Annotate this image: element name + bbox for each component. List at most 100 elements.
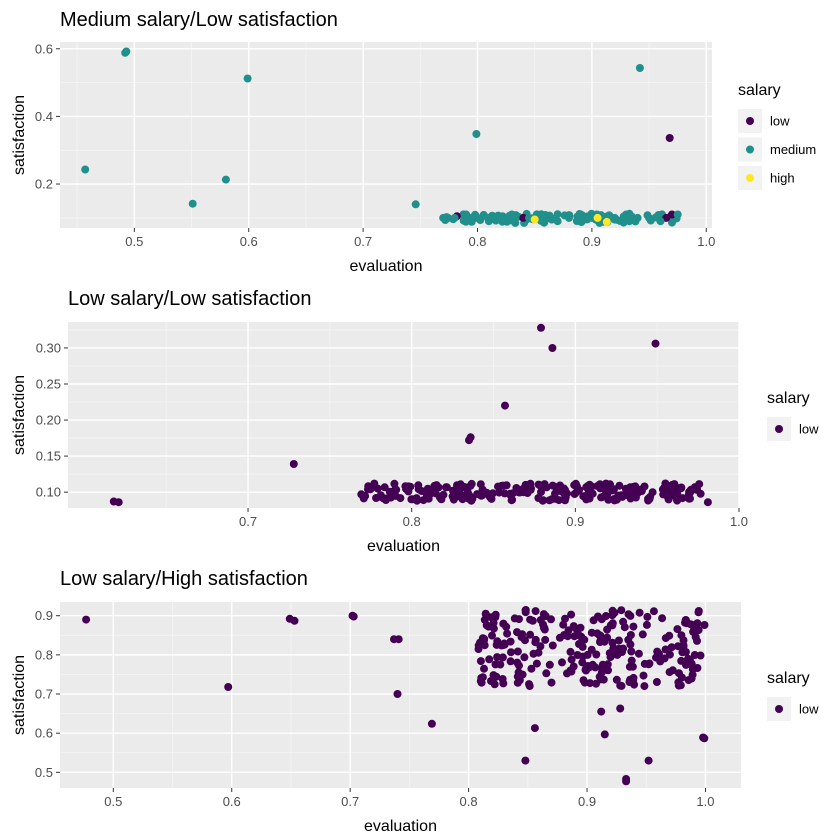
data-point (503, 629, 512, 638)
legend: salary low medium high (738, 82, 816, 190)
data-point (526, 479, 535, 488)
data-point (626, 216, 635, 224)
data-point-medium (633, 213, 642, 222)
data-point (541, 635, 550, 644)
data-point-low (530, 724, 539, 733)
data-point (653, 647, 662, 656)
data-point-low (82, 615, 91, 624)
data-point (458, 495, 467, 504)
data-point (649, 607, 658, 616)
data-point (645, 659, 654, 668)
data-point-medium (450, 213, 459, 222)
chart-title: Low salary/High satisfaction (60, 568, 308, 590)
data-point (487, 677, 495, 685)
data-point (527, 664, 536, 673)
data-point (496, 660, 505, 669)
data-point-low (394, 635, 403, 644)
y-tick-label: 0.6 (35, 726, 53, 741)
x-axis-title: evaluation (350, 258, 423, 275)
data-point-low (668, 210, 676, 219)
data-point (492, 640, 501, 649)
legend-swatch (746, 145, 754, 154)
legend-swatch (746, 117, 754, 125)
y-tick-label: 0.20 (36, 413, 61, 428)
data-point-low (290, 616, 299, 625)
data-point (667, 643, 676, 652)
data-point (627, 491, 636, 500)
data-point (563, 632, 572, 641)
data-point (513, 672, 522, 681)
data-point-medium (622, 210, 631, 219)
data-point (606, 653, 615, 662)
data-point-low (651, 339, 660, 348)
data-point (672, 492, 681, 501)
data-point (658, 614, 667, 623)
data-point (596, 675, 605, 684)
data-point (591, 663, 600, 672)
x-axis-title: evaluation (367, 538, 440, 555)
data-point (582, 483, 591, 492)
data-point (502, 481, 511, 490)
data-point (534, 494, 543, 502)
data-point-medium (553, 217, 562, 226)
data-point (382, 494, 391, 503)
data-point-medium (243, 74, 252, 83)
data-point (637, 487, 646, 496)
data-point (624, 610, 633, 619)
data-point (629, 673, 638, 682)
data-point (507, 648, 515, 657)
data-point (540, 480, 549, 489)
data-point (548, 641, 557, 650)
y-tick-label: 0.30 (36, 340, 61, 355)
data-point (661, 645, 670, 654)
y-tick-label: 0.5 (35, 765, 53, 780)
legend-swatch (746, 174, 754, 182)
y-tick-label: 0.6 (35, 41, 53, 56)
x-tick-label: 0.5 (125, 234, 143, 249)
data-point (573, 651, 582, 659)
data-point (569, 622, 578, 631)
data-point (582, 492, 591, 500)
x-tick-label: 0.5 (104, 794, 122, 809)
data-point (575, 640, 583, 648)
data-point (677, 483, 686, 492)
data-point (534, 648, 543, 657)
data-point (612, 495, 621, 504)
data-point (510, 614, 519, 623)
data-point-medium (411, 200, 420, 209)
x-tick-label: 0.9 (566, 514, 584, 529)
data-point (682, 619, 691, 628)
data-point-high (530, 215, 539, 224)
data-point (618, 648, 626, 656)
legend-label: low (799, 422, 819, 437)
data-point (660, 484, 669, 492)
data-point (693, 664, 702, 672)
data-point (696, 651, 705, 660)
data-point (498, 675, 507, 683)
data-point (604, 666, 612, 675)
data-point (506, 657, 515, 666)
legend-label: medium (770, 142, 816, 157)
x-tick-label: 0.8 (403, 514, 421, 529)
data-point (611, 645, 619, 654)
data-point (694, 608, 703, 617)
data-point (521, 608, 530, 617)
data-point (634, 649, 643, 658)
data-point (642, 620, 651, 629)
data-point (668, 480, 677, 489)
panel-3: Low salary/High satisfaction 0.5 0.6 0.7 0.8… (11, 568, 819, 835)
data-point-low (600, 730, 609, 739)
data-point (526, 630, 535, 639)
data-point (477, 678, 486, 687)
data-point (502, 622, 511, 631)
data-point (460, 483, 469, 492)
data-point (643, 612, 652, 621)
data-point (589, 616, 598, 625)
data-point-medium (473, 213, 482, 222)
plot-background (60, 42, 712, 228)
data-point-low (427, 719, 436, 728)
data-point (572, 482, 581, 491)
data-point (489, 618, 498, 627)
data-point (617, 681, 626, 690)
